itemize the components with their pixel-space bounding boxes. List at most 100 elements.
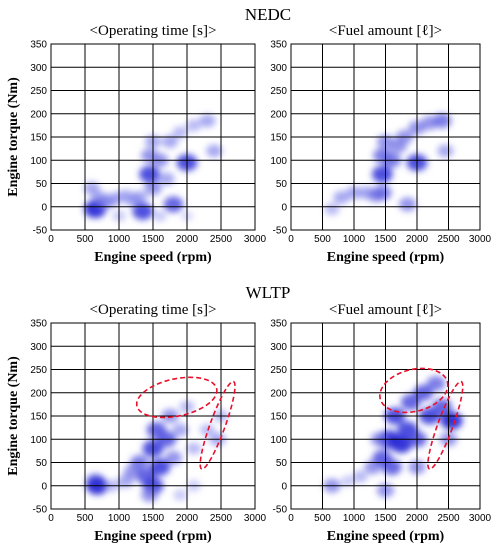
y-tick-label: 250 (270, 86, 287, 97)
heat-cell (139, 165, 161, 183)
y-tick-label: 50 (36, 458, 48, 469)
heat-cell (186, 119, 202, 132)
y-tick-label: 100 (270, 435, 287, 446)
y-tick-label: 350 (30, 319, 47, 330)
heat-cell (153, 210, 167, 222)
highlight-ellipse (379, 367, 449, 414)
heat-cell (164, 450, 182, 465)
x-axis-label: Engine speed (rpm) (327, 250, 445, 265)
group-title-nedc: NEDC (245, 5, 291, 24)
heatmap-layer (323, 375, 463, 498)
heat-cell (186, 442, 202, 455)
x-tick-label: 2000 (406, 513, 429, 524)
y-tick-label: 350 (30, 40, 47, 51)
x-tick-label: 1000 (108, 513, 131, 524)
x-tick-label: 0 (48, 513, 54, 524)
heat-cell (440, 411, 463, 430)
x-axis-label: Engine speed (rpm) (94, 529, 212, 544)
x-tick-label: 1500 (374, 234, 397, 245)
heat-cell (437, 144, 454, 158)
x-tick-label: 0 (48, 234, 54, 245)
y-tick-label: 100 (270, 156, 287, 167)
chart-panel-1: 0 500 1000 1500 2000 2500 3000-500501001502002… (270, 23, 491, 265)
heat-cell (162, 135, 178, 149)
heat-cell (373, 185, 392, 201)
heat-cell (158, 172, 175, 186)
y-tick-label: 200 (270, 109, 287, 120)
x-tick-label: 2000 (176, 234, 199, 245)
x-tick-label: 2500 (210, 513, 233, 524)
y-tick-label: 150 (270, 412, 287, 423)
y-tick-label: 350 (270, 319, 287, 330)
x-tick-label: 2500 (437, 234, 460, 245)
x-tick-label: 1500 (374, 513, 397, 524)
heat-cell (131, 190, 148, 204)
panel-title: <Fuel amount [ℓ]> (329, 302, 442, 318)
heat-cell (382, 459, 402, 476)
x-axis-label: Engine speed (rpm) (327, 529, 445, 544)
highlight-ellipse (135, 376, 218, 419)
y-tick-label: 100 (30, 156, 47, 167)
y-tick-label: 250 (30, 365, 47, 376)
x-tick-label: 2000 (406, 234, 429, 245)
panel-title: <Fuel amount [ℓ]> (329, 23, 442, 39)
plot-frame (50, 43, 256, 231)
x-tick-label: 1000 (108, 234, 131, 245)
chart-panel-3: 0 500 1000 1500 2000 2500 3000-500501001502002… (270, 302, 491, 544)
heat-cell (141, 488, 159, 503)
panel-title: <Operating time [s]> (90, 302, 217, 318)
heat-cell (173, 489, 187, 501)
y-tick-label: 300 (270, 342, 287, 353)
y-tick-label: 300 (30, 63, 47, 74)
heat-cell (371, 165, 393, 183)
highlight-ellipse (427, 380, 464, 470)
x-tick-label: 3000 (469, 234, 492, 245)
y-tick-label: 200 (270, 388, 287, 399)
heat-cell (172, 126, 188, 139)
plot-frame (50, 322, 256, 510)
heat-cell (199, 114, 216, 128)
y-axis-label: Engine torque (Nm) (6, 356, 21, 476)
heat-cell (398, 197, 417, 212)
y-tick-label: 250 (270, 365, 287, 376)
x-tick-label: 500 (314, 513, 331, 524)
highlight-ellipse (199, 380, 236, 470)
chart-panel-2: 0 500 1000 1500 2000 2500 3000-500501001502002… (6, 302, 267, 544)
y-tick-label: 50 (36, 179, 48, 190)
heat-cell (172, 423, 189, 437)
y-tick-label: 100 (30, 435, 47, 446)
heat-cell (426, 375, 446, 391)
x-tick-label: 2500 (210, 234, 233, 245)
heat-cell (340, 475, 355, 487)
y-axis-label: Engine torque (Nm) (6, 77, 21, 197)
x-tick-label: 1000 (343, 234, 366, 245)
heat-cell (333, 190, 350, 204)
heat-cell (163, 196, 184, 213)
y-tick-label: 0 (281, 202, 287, 213)
x-tick-label: 1500 (142, 513, 165, 524)
x-tick-label: 3000 (469, 513, 492, 524)
x-tick-label: 2500 (437, 513, 460, 524)
y-tick-label: -50 (33, 505, 48, 516)
y-tick-label: 0 (281, 481, 287, 492)
y-tick-label: 200 (30, 109, 47, 120)
y-tick-label: 150 (270, 133, 287, 144)
y-tick-label: 300 (30, 342, 47, 353)
x-tick-label: 1000 (343, 513, 366, 524)
y-tick-label: 250 (30, 86, 47, 97)
x-tick-label: 500 (77, 234, 94, 245)
y-tick-label: 350 (270, 40, 287, 51)
y-tick-label: 200 (30, 388, 47, 399)
x-tick-label: 1500 (142, 234, 165, 245)
panel-title: <Operating time [s]> (90, 23, 217, 39)
heatmap-layer (324, 113, 454, 216)
x-tick-label: 3000 (244, 234, 267, 245)
y-tick-label: 150 (30, 133, 47, 144)
y-tick-label: -50 (273, 505, 288, 516)
x-tick-label: 500 (77, 513, 94, 524)
chart-panel-0: 0 500 1000 1500 2000 2500 3000-500501001502002… (6, 23, 267, 265)
heat-cell (433, 113, 452, 129)
heatmap-layer (83, 114, 223, 222)
y-tick-label: 300 (270, 63, 287, 74)
